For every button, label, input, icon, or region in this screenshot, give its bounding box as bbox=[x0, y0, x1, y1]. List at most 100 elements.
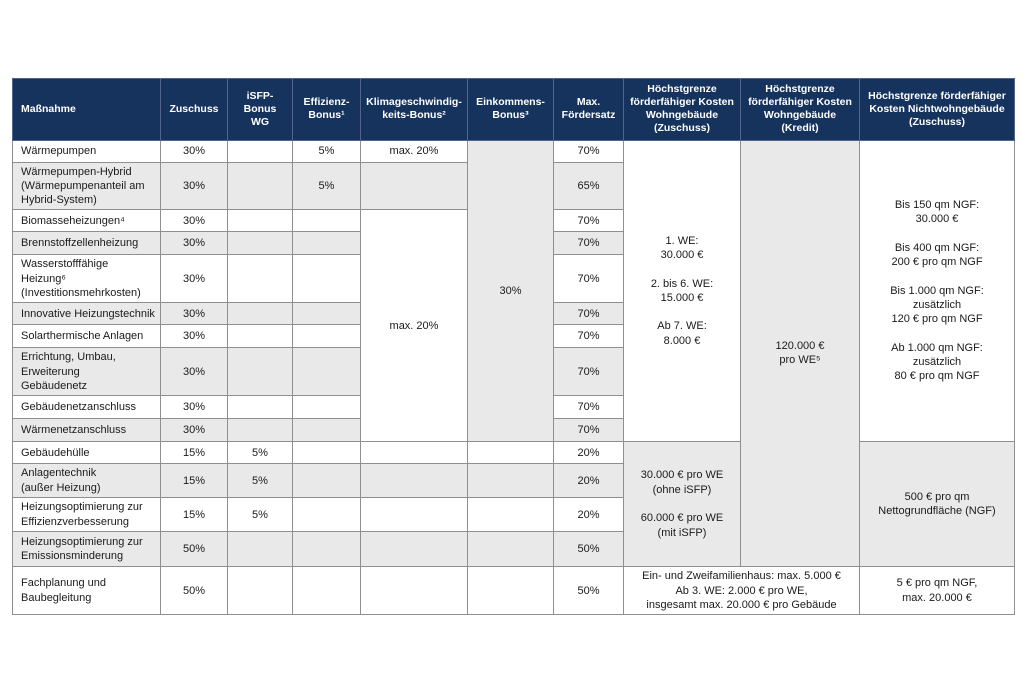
cell-brennstoffzellenheizung: Brennstoffzellenheizung bbox=[12, 231, 161, 256]
cell-errichtung-gebaeudenetz: Errichtung, Umbau, Erweiterung Gebäudene… bbox=[12, 347, 161, 397]
wg-zuschuss-merged-cell-2: 30.000 € pro WE (ohne iSFP) 60.000 € pro… bbox=[623, 441, 741, 568]
effizienz-cell bbox=[292, 418, 361, 443]
effizienz-cell bbox=[292, 324, 361, 349]
col-header-hoechstgrenze-wg-zuschuss: Höchstgrenze förderfähiger Kosten Wohnge… bbox=[623, 78, 741, 141]
klima-cell bbox=[360, 566, 468, 616]
isfp-cell bbox=[227, 209, 293, 233]
isfp-cell bbox=[227, 566, 293, 616]
table-row: Anlagentechnik (außer Heizung) 15% 5% 20… bbox=[12, 463, 1015, 499]
zuschuss-cell: 15% bbox=[160, 463, 228, 499]
zuschuss-cell: 30% bbox=[160, 231, 228, 256]
table-row: Wärmepumpen 30% 5% max. 20% 30% 70% 1. W… bbox=[12, 139, 1015, 568]
cell-gebaeudenetzanschluss: Gebäudenetzanschluss bbox=[12, 395, 161, 420]
cell-heizungsoptimierung-emission: Heizungsoptimierung zur Emissionsminderu… bbox=[12, 531, 161, 568]
max-cell: 20% bbox=[553, 497, 624, 533]
isfp-cell bbox=[227, 347, 293, 397]
wg-zuschuss-merged-cell-1: 1. WE: 30.000 € 2. bis 6. WE: 15.000 € A… bbox=[623, 139, 741, 443]
zuschuss-cell: 30% bbox=[160, 161, 228, 211]
zuschuss-cell: 30% bbox=[160, 395, 228, 420]
last-row-wg-merged-cell: Ein- und Zweifamilienhaus: max. 5.000 € … bbox=[623, 566, 860, 616]
table-row: Gebäudenetzanschluss 30% 70% bbox=[12, 395, 1015, 420]
zuschuss-cell: 30% bbox=[160, 254, 228, 304]
klima-cell: max. 20% bbox=[360, 139, 468, 163]
max-cell: 20% bbox=[553, 463, 624, 499]
zuschuss-cell: 30% bbox=[160, 347, 228, 397]
klima-cell bbox=[360, 531, 468, 568]
zuschuss-cell: 15% bbox=[160, 441, 228, 465]
table-row: Errichtung, Umbau, Erweiterung Gebäudene… bbox=[12, 347, 1015, 397]
zuschuss-cell: 50% bbox=[160, 566, 228, 616]
cell-solarthermische-anlagen: Solarthermische Anlagen bbox=[12, 324, 161, 349]
zuschuss-cell: 30% bbox=[160, 418, 228, 443]
cell-innovative-heizungstechnik: Innovative Heizungstechnik bbox=[12, 302, 161, 326]
col-header-effizienz-bonus: Effizienz- Bonus¹ bbox=[292, 78, 361, 141]
max-cell: 20% bbox=[553, 441, 624, 465]
table-row: Heizungsoptimierung zur Emissionsminderu… bbox=[12, 531, 1015, 568]
zuschuss-cell: 50% bbox=[160, 531, 228, 568]
isfp-cell bbox=[227, 302, 293, 326]
table-row: Fachplanung und Baubegleitung 50% 50% Ei… bbox=[12, 566, 1015, 616]
einkommens-cell bbox=[467, 566, 554, 616]
isfp-cell bbox=[227, 161, 293, 211]
zuschuss-cell: 15% bbox=[160, 497, 228, 533]
col-header-isfp-bonus: iSFP- Bonus WG bbox=[227, 78, 293, 141]
max-cell: 70% bbox=[553, 324, 624, 349]
effizienz-cell bbox=[292, 254, 361, 304]
effizienz-cell bbox=[292, 209, 361, 233]
isfp-cell: 5% bbox=[227, 463, 293, 499]
isfp-cell bbox=[227, 531, 293, 568]
funding-table: Maßnahme Zuschuss iSFP- Bonus WG Effizie… bbox=[12, 78, 1015, 616]
klima-merged-cell: max. 20% bbox=[360, 209, 468, 443]
einkommens-cell bbox=[467, 463, 554, 499]
max-cell: 70% bbox=[553, 139, 624, 163]
effizienz-cell bbox=[292, 531, 361, 568]
max-cell: 50% bbox=[553, 531, 624, 568]
effizienz-cell bbox=[292, 463, 361, 499]
zuschuss-cell: 30% bbox=[160, 324, 228, 349]
zuschuss-cell: 30% bbox=[160, 139, 228, 163]
col-header-max-foerdersatz: Max. Fördersatz bbox=[553, 78, 624, 141]
effizienz-cell bbox=[292, 302, 361, 326]
cell-heizungsoptimierung-effizienz: Heizungsoptimierung zur Effizienzverbess… bbox=[12, 497, 161, 533]
effizienz-cell: 5% bbox=[292, 139, 361, 163]
klima-cell bbox=[360, 463, 468, 499]
cell-wasserstofffaehige-heizung: Wasserstofffähige Heizung⁶ (Investitions… bbox=[12, 254, 161, 304]
effizienz-cell bbox=[292, 497, 361, 533]
col-header-zuschuss: Zuschuss bbox=[160, 78, 228, 141]
cell-waermepumpen: Wärmepumpen bbox=[12, 139, 161, 163]
zuschuss-cell: 30% bbox=[160, 209, 228, 233]
isfp-cell: 5% bbox=[227, 497, 293, 533]
header-row: Maßnahme Zuschuss iSFP- Bonus WG Effizie… bbox=[12, 78, 1015, 141]
effizienz-cell bbox=[292, 566, 361, 616]
table-row: Heizungsoptimierung zur Effizienzverbess… bbox=[12, 497, 1015, 533]
cell-waermenetzanschluss: Wärmenetzanschluss bbox=[12, 418, 161, 443]
col-header-massnahme: Maßnahme bbox=[12, 78, 161, 141]
table-row: Wasserstofffähige Heizung⁶ (Investitions… bbox=[12, 254, 1015, 304]
last-row-nwg-cell: 5 € pro qm NGF, max. 20.000 € bbox=[859, 566, 1015, 616]
wg-kredit-merged-cell: 120.000 € pro WE⁵ bbox=[740, 139, 860, 568]
max-cell: 50% bbox=[553, 566, 624, 616]
einkommens-cell bbox=[467, 497, 554, 533]
nwg-merged-cell-2: 500 € pro qm Nettogrundfläche (NGF) bbox=[859, 441, 1015, 568]
nwg-merged-cell-1: Bis 150 qm NGF: 30.000 € Bis 400 qm NGF:… bbox=[859, 139, 1015, 443]
max-cell: 70% bbox=[553, 231, 624, 256]
max-cell: 70% bbox=[553, 254, 624, 304]
effizienz-cell bbox=[292, 347, 361, 397]
cell-gebaeudehuelle: Gebäudehülle bbox=[12, 441, 161, 465]
max-cell: 65% bbox=[553, 161, 624, 211]
max-cell: 70% bbox=[553, 302, 624, 326]
effizienz-cell bbox=[292, 441, 361, 465]
cell-waermepumpen-hybrid: Wärmepumpen-Hybrid (Wärmepumpenanteil am… bbox=[12, 161, 161, 211]
max-cell: 70% bbox=[553, 418, 624, 443]
isfp-cell bbox=[227, 139, 293, 163]
table-row: Biomasseheizungen⁴ 30% max. 20% 70% bbox=[12, 209, 1015, 443]
einkommens-merged-cell: 30% bbox=[467, 139, 554, 443]
einkommens-cell bbox=[467, 531, 554, 568]
col-header-einkommens-bonus: Einkommens- Bonus³ bbox=[467, 78, 554, 141]
isfp-cell bbox=[227, 254, 293, 304]
isfp-cell bbox=[227, 395, 293, 420]
cell-biomasseheizungen: Biomasseheizungen⁴ bbox=[12, 209, 161, 233]
col-header-hoechstgrenze-wg-kredit: Höchstgrenze förderfähiger Kosten Wohnge… bbox=[740, 78, 860, 141]
effizienz-cell bbox=[292, 395, 361, 420]
